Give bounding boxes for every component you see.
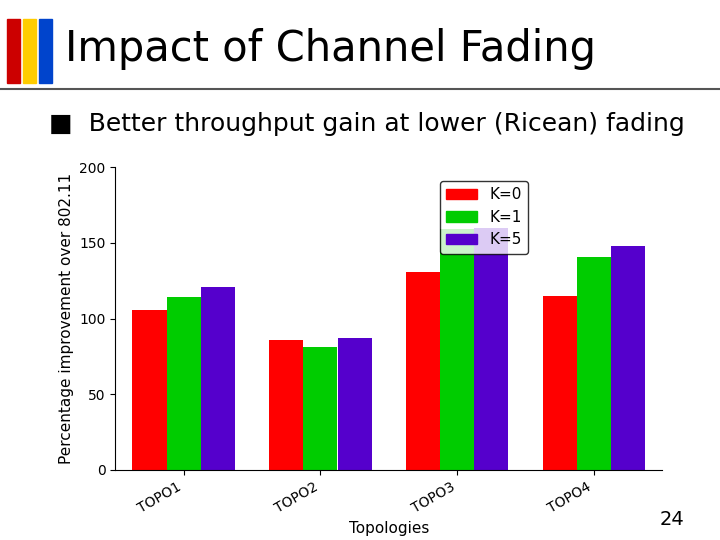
Text: Impact of Channel Fading: Impact of Channel Fading <box>65 28 596 70</box>
Bar <box>440 230 474 470</box>
Bar <box>406 272 440 470</box>
X-axis label: Topologies: Topologies <box>348 521 429 536</box>
Bar <box>166 298 201 470</box>
Bar <box>611 246 645 470</box>
Legend: K=0, K=1, K=5: K=0, K=1, K=5 <box>440 181 528 254</box>
Y-axis label: Percentage improvement over 802.11: Percentage improvement over 802.11 <box>58 173 73 464</box>
Bar <box>338 338 372 470</box>
Bar <box>543 296 577 470</box>
Bar <box>303 347 338 470</box>
Bar <box>269 340 303 470</box>
FancyBboxPatch shape <box>39 19 52 83</box>
Bar <box>201 287 235 470</box>
FancyBboxPatch shape <box>7 19 20 83</box>
FancyBboxPatch shape <box>23 19 36 83</box>
Bar <box>474 228 508 470</box>
Bar <box>132 309 166 470</box>
Text: 24: 24 <box>660 510 684 529</box>
Text: ■  Better throughput gain at lower (Ricean) fading: ■ Better throughput gain at lower (Ricea… <box>49 112 685 136</box>
Bar <box>577 256 611 470</box>
